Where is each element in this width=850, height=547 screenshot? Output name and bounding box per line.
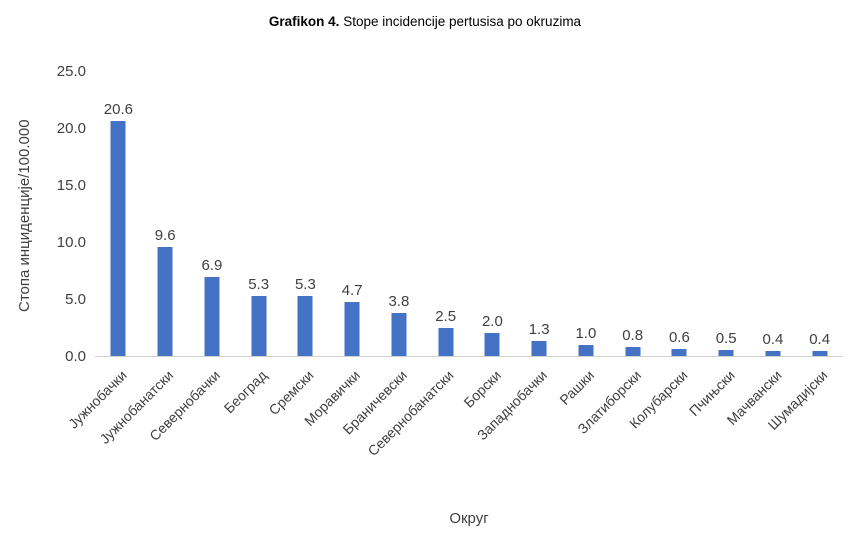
bar-slot: 0.5 <box>703 72 750 356</box>
bar-slot: 0.8 <box>609 72 656 356</box>
bar-value-label: 5.3 <box>248 275 270 293</box>
bar-slot: 3.8 <box>376 72 423 356</box>
chart-title-text: Stope incidencije pertusisa po okruzima <box>339 14 582 29</box>
bar-value-label: 0.6 <box>668 329 690 347</box>
bar-value-label: 1.3 <box>528 321 550 339</box>
bar <box>391 312 407 356</box>
y-axis-ticks: 0.0 5.0 10.0 15.0 20.0 25.0 <box>0 63 86 365</box>
chart-title: Grafikon 4. Stope incidencije pertusisa … <box>0 14 850 29</box>
bar-slot: 0.4 <box>796 72 843 356</box>
bar <box>438 327 454 356</box>
bar <box>718 350 734 356</box>
bar <box>204 277 220 356</box>
bar-value-label: 1.0 <box>575 324 597 342</box>
bar <box>110 121 126 356</box>
bar-slot: 9.6 <box>142 72 189 356</box>
bar-slot: 2.5 <box>422 72 469 356</box>
bar-value-label: 2.0 <box>481 313 503 331</box>
bar-slot: 1.3 <box>516 72 563 356</box>
bar-value-label: 3.8 <box>388 292 410 310</box>
bar-slot: 1.0 <box>563 72 610 356</box>
bar <box>812 351 828 356</box>
bar-slot: 5.3 <box>235 72 282 356</box>
bar-slot: 2.0 <box>469 72 516 356</box>
bar-slot: 6.9 <box>189 72 236 356</box>
bar-value-label: 4.7 <box>341 282 363 300</box>
bar <box>157 246 173 356</box>
category-label: Београд <box>220 367 270 417</box>
bar <box>251 295 267 356</box>
bar <box>625 346 641 356</box>
y-tick-label: 0.0 <box>65 348 86 365</box>
bar <box>344 302 360 356</box>
bar-value-label: 5.3 <box>294 275 316 293</box>
bar-slot: 20.6 <box>95 72 142 356</box>
category-label: Севернобанатски <box>364 367 457 460</box>
bar-value-label: 6.9 <box>201 257 223 275</box>
bar <box>531 341 547 356</box>
bar <box>297 295 313 356</box>
bar-value-label: 0.5 <box>715 330 737 348</box>
bar <box>765 351 781 356</box>
y-tick-label: 10.0 <box>56 234 86 251</box>
bar-value-label: 0.4 <box>809 331 831 349</box>
chart-title-number: Grafikon 4. <box>268 14 340 29</box>
bar-value-label: 2.5 <box>435 307 457 325</box>
bar-slot: 0.4 <box>750 72 797 356</box>
y-tick-label: 5.0 <box>65 291 86 308</box>
category-label: Рашки <box>556 367 598 408</box>
bar-value-label: 9.6 <box>154 226 176 244</box>
x-axis-category-labels: Јужнобачки Јужнобанатски Севернобачки Беогр… <box>65 361 843 511</box>
x-axis-title: Округ <box>449 510 489 527</box>
bar-slot: 4.7 <box>329 72 376 356</box>
y-tick-label: 25.0 <box>56 63 86 80</box>
bar-value-label: 0.8 <box>622 326 644 344</box>
bar <box>671 349 687 356</box>
bar-slot: 0.6 <box>656 72 703 356</box>
plot-area: 20.6 9.6 6.9 5.3 5.3 4.7 3.8 2.5 2.0 1.3 1.0 0.8 0.6… <box>95 72 843 357</box>
y-tick-label: 15.0 <box>56 177 86 194</box>
category-label: Борски <box>460 367 504 411</box>
bar-value-label: 0.4 <box>762 331 784 349</box>
bar <box>578 344 594 356</box>
bar <box>484 333 500 356</box>
y-tick-label: 20.0 <box>56 120 86 137</box>
bar-slot: 5.3 <box>282 72 329 356</box>
bar-value-label: 20.6 <box>103 101 133 119</box>
